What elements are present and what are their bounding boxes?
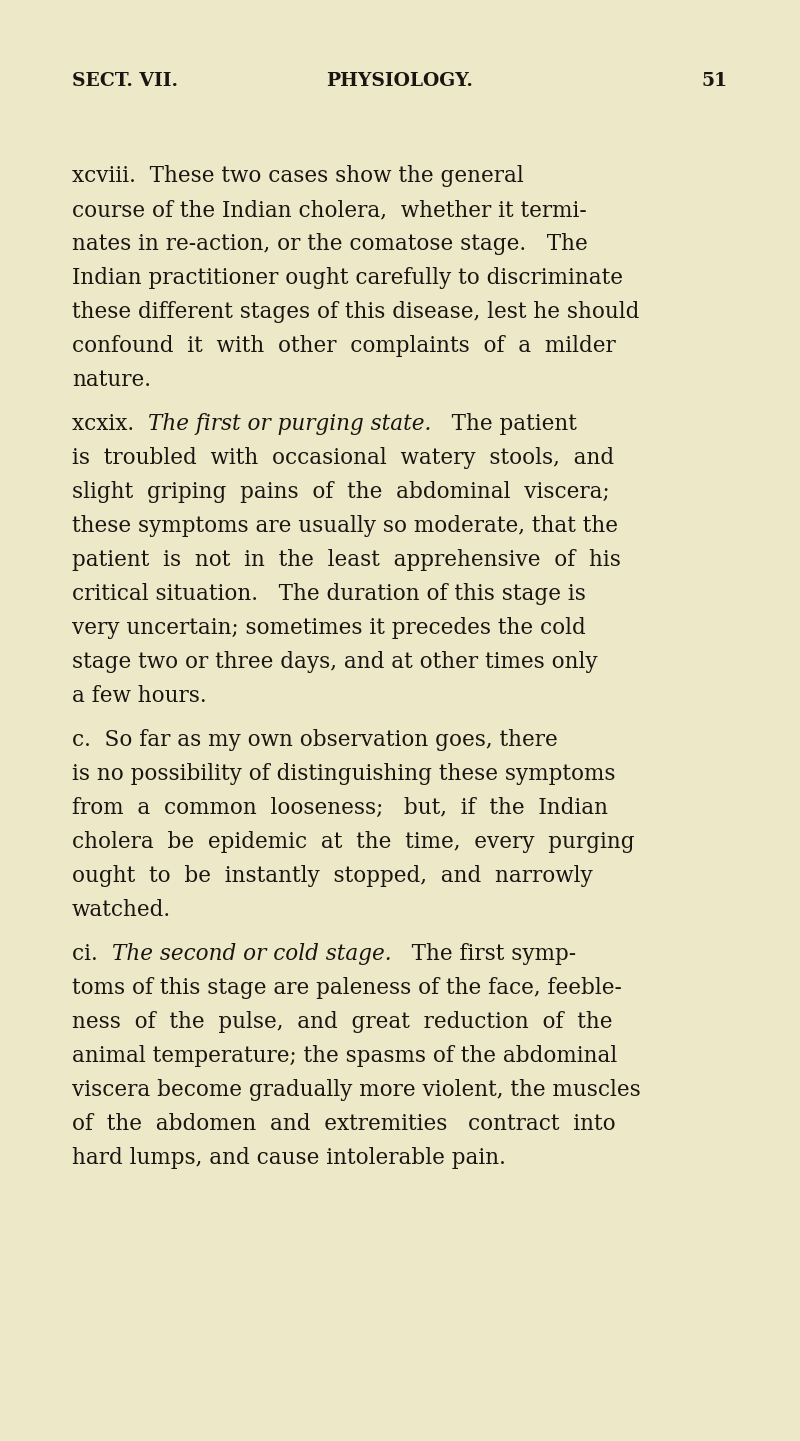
Text: course of the Indian cholera,  whether it termi-: course of the Indian cholera, whether it… [72,199,586,220]
Text: xcviii.  These two cases show the general: xcviii. These two cases show the general [72,166,524,187]
Text: SECT. VII.: SECT. VII. [72,72,178,89]
Text: a few hours.: a few hours. [72,684,206,708]
Text: slight  griping  pains  of  the  abdominal  viscera;: slight griping pains of the abdominal vi… [72,481,610,503]
Text: patient  is  not  in  the  least  apprehensive  of  his: patient is not in the least apprehensive… [72,549,621,571]
Text: critical situation.   The duration of this stage is: critical situation. The duration of this… [72,584,586,605]
Text: The second or cold stage.: The second or cold stage. [111,942,391,965]
Text: PHYSIOLOGY.: PHYSIOLOGY. [326,72,474,89]
Text: from  a  common  looseness;   but,  if  the  Indian: from a common looseness; but, if the Ind… [72,797,608,818]
Text: is no possibility of distinguishing these symptoms: is no possibility of distinguishing thes… [72,762,615,785]
Text: stage two or three days, and at other times only: stage two or three days, and at other ti… [72,651,598,673]
Text: very uncertain; sometimes it precedes the cold: very uncertain; sometimes it precedes th… [72,617,586,638]
Text: watched.: watched. [72,899,171,921]
Text: nates in re-action, or the comatose stage.   The: nates in re-action, or the comatose stag… [72,233,588,255]
Text: Indian practitioner ought carefully to discriminate: Indian practitioner ought carefully to d… [72,267,623,290]
Text: ness  of  the  pulse,  and  great  reduction  of  the: ness of the pulse, and great reduction o… [72,1012,613,1033]
Text: toms of this stage are paleness of the face, feeble-: toms of this stage are paleness of the f… [72,977,622,999]
Text: these symptoms are usually so moderate, that the: these symptoms are usually so moderate, … [72,514,618,537]
Text: of  the  abdomen  and  extremities   contract  into: of the abdomen and extremities contract … [72,1112,616,1136]
Text: The first or purging state.: The first or purging state. [148,414,431,435]
Text: The patient: The patient [431,414,577,435]
Text: xcxix.: xcxix. [72,414,148,435]
Text: viscera become gradually more violent, the muscles: viscera become gradually more violent, t… [72,1079,641,1101]
Text: ci.: ci. [72,942,111,965]
Text: The first symp-: The first symp- [391,942,576,965]
Text: nature.: nature. [72,369,151,391]
Text: is  troubled  with  occasional  watery  stools,  and: is troubled with occasional watery stool… [72,447,614,468]
Text: ought  to  be  instantly  stopped,  and  narrowly: ought to be instantly stopped, and narro… [72,865,593,888]
Text: cholera  be  epidemic  at  the  time,  every  purging: cholera be epidemic at the time, every p… [72,831,634,853]
Text: animal temperature; the spasms of the abdominal: animal temperature; the spasms of the ab… [72,1045,618,1066]
Text: c.  So far as my own observation goes, there: c. So far as my own observation goes, th… [72,729,558,751]
Text: confound  it  with  other  complaints  of  a  milder: confound it with other complaints of a m… [72,334,616,357]
Text: hard lumps, and cause intolerable pain.: hard lumps, and cause intolerable pain. [72,1147,506,1169]
Text: these different stages of this disease, lest he should: these different stages of this disease, … [72,301,639,323]
Text: 51: 51 [702,72,728,89]
